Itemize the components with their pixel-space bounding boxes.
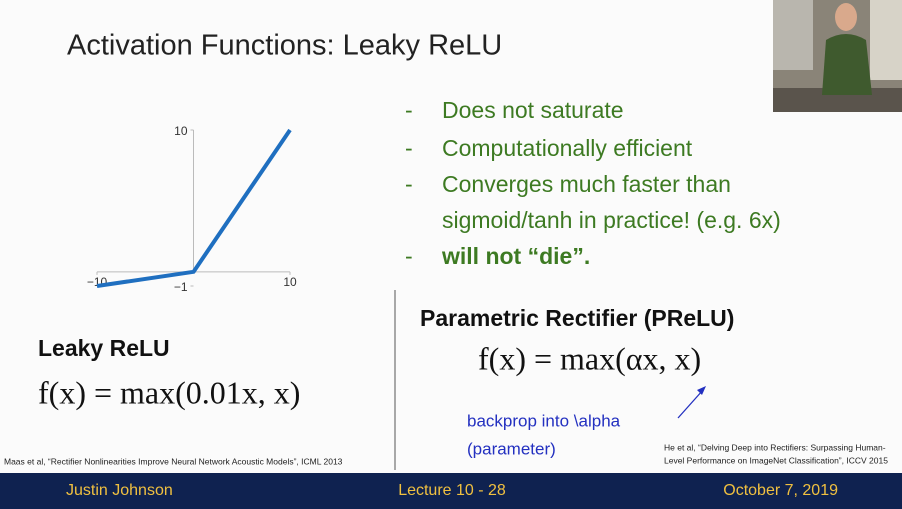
bullet-text: will not “die”. bbox=[441, 243, 590, 269]
prelu-citation: He et al, “Delving Deep into Rectifiers:… bbox=[664, 442, 886, 452]
bullet-marker: - bbox=[405, 243, 413, 269]
arrow bbox=[677, 389, 704, 419]
footer-lecture: Lecture 10 - 28 bbox=[398, 482, 506, 499]
video-inset bbox=[773, 0, 902, 112]
y-tick-label: −1 bbox=[174, 280, 188, 294]
footer-author: Justin Johnson bbox=[66, 482, 173, 499]
bullet-marker: - bbox=[405, 97, 413, 123]
leaky-citation: Maas et al, “Rectifier Nonlinearities Im… bbox=[4, 456, 343, 466]
leaky-formula: f(x) = max(0.01x, x) bbox=[38, 374, 300, 410]
annotation: (parameter) bbox=[467, 439, 556, 458]
bullet-marker: - bbox=[405, 135, 413, 161]
bullet-text: sigmoid/tanh in practice! (e.g. 6x) bbox=[442, 207, 781, 233]
bullet-marker: - bbox=[405, 171, 413, 197]
y-tick-label: 10 bbox=[174, 124, 188, 138]
prelu-formula: f(x) = max(αx, x) bbox=[478, 340, 701, 376]
arrow-head bbox=[697, 386, 706, 395]
footer-bar bbox=[0, 473, 902, 509]
footer-date: October 7, 2019 bbox=[723, 482, 838, 499]
prelu-heading: Parametric Rectifier (PReLU) bbox=[420, 305, 734, 331]
bullet-text: Does not saturate bbox=[442, 97, 624, 123]
x-tick-label: 10 bbox=[283, 275, 297, 289]
data-line bbox=[96, 128, 292, 288]
leaky-heading: Leaky ReLU bbox=[38, 335, 170, 361]
bullet-text: Converges much faster than bbox=[442, 171, 731, 197]
prelu-citation: Level Performance on ImageNet Classifica… bbox=[664, 455, 888, 465]
slide-title: Activation Functions: Leaky ReLU bbox=[67, 30, 502, 62]
bullet-text: Computationally efficient bbox=[442, 135, 693, 161]
annotation: backprop into \alpha bbox=[467, 411, 621, 430]
